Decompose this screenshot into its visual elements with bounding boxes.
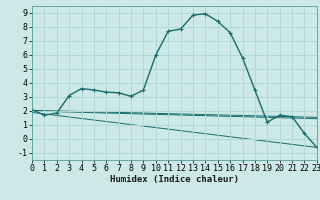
X-axis label: Humidex (Indice chaleur): Humidex (Indice chaleur)	[110, 175, 239, 184]
